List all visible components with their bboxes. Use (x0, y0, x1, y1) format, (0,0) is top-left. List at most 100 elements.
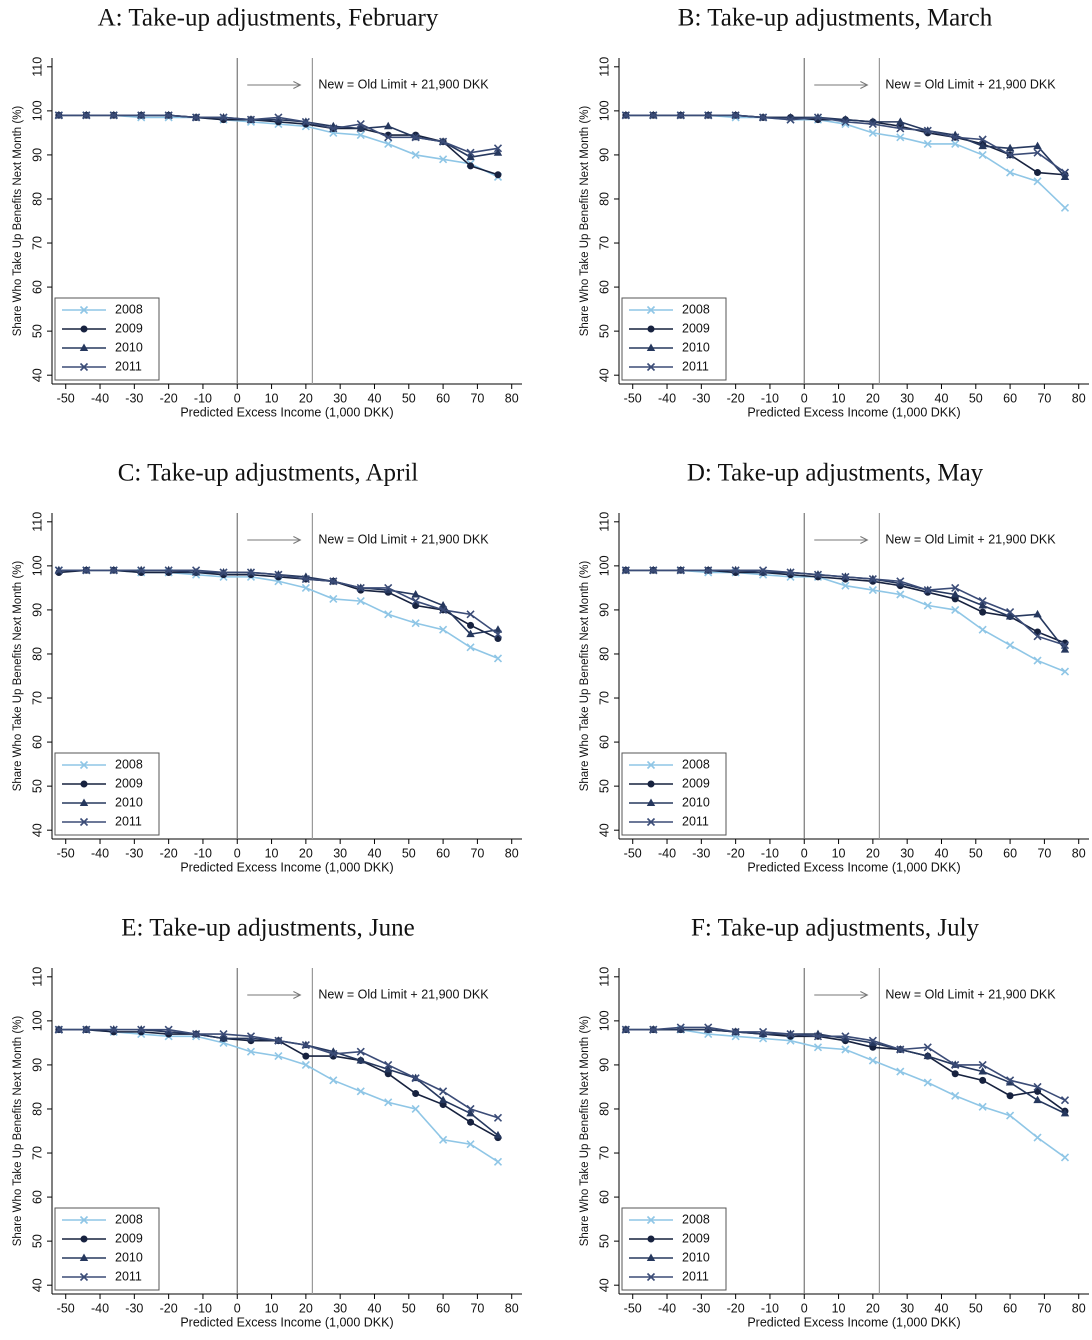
marker (813, 570, 823, 579)
y-tick-label: 90 (30, 1058, 44, 1072)
marker (79, 1272, 89, 1282)
x-tick-label: 80 (1072, 391, 1086, 405)
marker (868, 586, 877, 595)
legend-label: 2010 (682, 1250, 710, 1264)
marker (329, 577, 338, 586)
marker (978, 601, 987, 609)
marker (1033, 1133, 1042, 1142)
legend-label: 2010 (115, 795, 143, 809)
marker (676, 1023, 685, 1032)
y-tick-label: 40 (30, 368, 44, 382)
marker (647, 325, 655, 333)
marker (896, 124, 905, 133)
marker (80, 780, 88, 788)
marker (301, 117, 310, 126)
marker (246, 1047, 256, 1056)
x-tick-label: -40 (658, 1301, 676, 1315)
x-tick-label: 0 (234, 1301, 241, 1315)
marker (439, 605, 448, 614)
marker (951, 139, 960, 148)
marker (646, 1272, 656, 1282)
marker (649, 1025, 658, 1034)
marker (384, 585, 393, 594)
x-tick-label: -20 (727, 1301, 745, 1315)
marker (1006, 641, 1015, 650)
marker (356, 1056, 365, 1064)
marker (493, 630, 503, 639)
x-tick-label: -20 (727, 846, 745, 860)
marker (219, 568, 228, 577)
marker (1033, 609, 1042, 618)
marker (493, 625, 503, 633)
x-tick-label: 50 (969, 391, 983, 405)
x-axis-label: Predicted Excess Income (1,000 DKK) (180, 1315, 393, 1329)
x-tick-label: 80 (1072, 846, 1086, 860)
y-tick-label: 40 (597, 823, 611, 837)
x-tick-label: 60 (1003, 1301, 1017, 1315)
marker (79, 343, 89, 351)
y-axis-label: Share Who Take Up Benefits Next Month (%… (12, 106, 24, 337)
chart-title: F: Take-up adjustments, July (691, 915, 980, 942)
x-tick-label: -40 (658, 846, 676, 860)
x-tick-label: -40 (658, 391, 676, 405)
legend-label: 2011 (682, 1269, 709, 1283)
marker (646, 760, 656, 770)
legend-label: 2011 (682, 359, 709, 373)
marker (79, 798, 89, 806)
marker (438, 1095, 448, 1104)
x-tick-label: -20 (160, 1301, 178, 1315)
marker (868, 128, 877, 137)
x-tick-label: 20 (866, 846, 880, 860)
marker (896, 590, 905, 599)
x-axis-label: Predicted Excess Income (1,000 DKK) (747, 405, 960, 419)
legend-label: 2011 (115, 814, 142, 828)
x-tick-label: -30 (125, 391, 143, 405)
chart-title: C: Take-up adjustments, April (118, 460, 419, 487)
marker (758, 567, 768, 576)
marker (978, 1060, 987, 1069)
marker (301, 575, 310, 584)
annotation: New = Old Limit + 21,900 DKK (885, 987, 1056, 1001)
marker (438, 601, 448, 609)
y-tick-label: 80 (597, 1102, 611, 1116)
marker (1006, 1092, 1014, 1100)
y-tick-label: 80 (30, 1102, 44, 1116)
marker (731, 111, 740, 120)
x-tick-label: -30 (125, 1301, 143, 1315)
marker (979, 1076, 987, 1084)
marker (896, 133, 905, 142)
legend-label: 2009 (115, 321, 143, 335)
marker (951, 1060, 960, 1069)
marker (384, 139, 393, 148)
marker (646, 1253, 656, 1261)
marker (896, 1067, 905, 1076)
x-tick-label: -30 (692, 1301, 710, 1315)
marker (302, 1052, 310, 1060)
x-tick-label: 10 (832, 846, 846, 860)
marker (951, 1091, 960, 1100)
y-tick-label: 110 (597, 512, 611, 532)
x-tick-label: 40 (368, 391, 382, 405)
y-tick-label: 50 (30, 324, 44, 338)
marker (493, 1157, 503, 1166)
y-tick-label: 60 (30, 735, 44, 749)
y-tick-label: 70 (597, 1146, 611, 1160)
marker (731, 1027, 740, 1036)
series-line (58, 1028, 499, 1163)
x-tick-label: 50 (402, 846, 416, 860)
marker (79, 760, 89, 770)
marker (1033, 632, 1042, 641)
annotation: New = Old Limit + 21,900 DKK (318, 77, 489, 91)
marker (923, 139, 932, 148)
marker (951, 583, 960, 592)
x-tick-label: 10 (832, 391, 846, 405)
marker (978, 141, 987, 150)
marker (246, 1033, 256, 1042)
x-tick-label: 80 (505, 1301, 519, 1315)
chart-title: A: Take-up adjustments, February (98, 5, 439, 32)
marker (1005, 612, 1015, 620)
marker (109, 566, 118, 575)
marker (676, 111, 685, 120)
y-tick-label: 50 (597, 324, 611, 338)
marker (356, 120, 365, 129)
